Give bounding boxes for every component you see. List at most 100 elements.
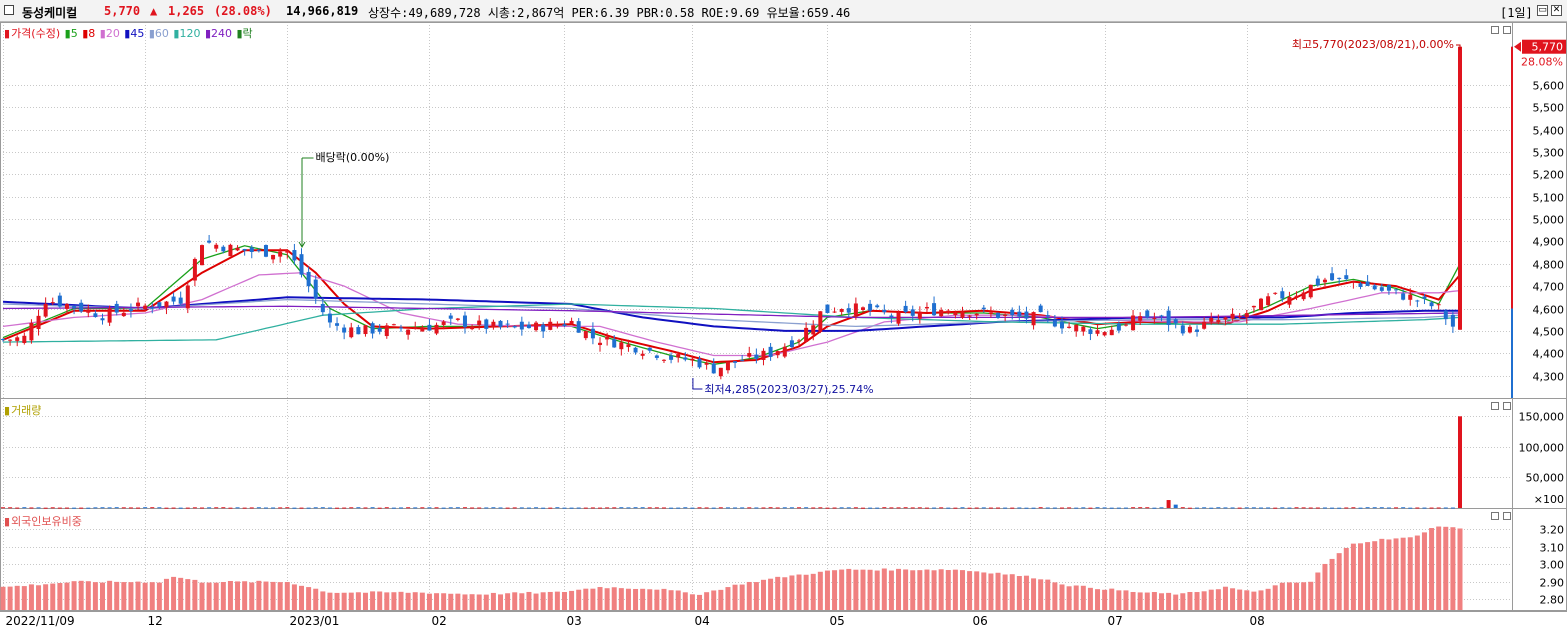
volume-bar bbox=[207, 507, 212, 509]
volume-bar bbox=[491, 507, 496, 509]
foreign-bar bbox=[1180, 593, 1186, 610]
volume-bar bbox=[782, 507, 787, 509]
volume-bar bbox=[1394, 507, 1399, 509]
volume-bar bbox=[612, 507, 617, 509]
foreign-bar bbox=[92, 582, 98, 610]
volume-bar bbox=[519, 507, 524, 509]
foreign-bar bbox=[1038, 579, 1044, 610]
foreign-bar bbox=[561, 592, 567, 610]
foreign-pane-close-icon[interactable] bbox=[1503, 512, 1511, 520]
foreign-bar bbox=[71, 581, 77, 610]
volume-bar bbox=[1059, 507, 1064, 509]
volume-bar bbox=[1372, 507, 1377, 509]
foreign-bar bbox=[1130, 591, 1136, 610]
volume-bar bbox=[1273, 507, 1278, 509]
foreign-bars bbox=[0, 526, 1463, 610]
volume-bar bbox=[114, 507, 119, 509]
foreign-bar bbox=[1272, 585, 1278, 610]
volume-bar bbox=[569, 507, 574, 509]
restore-icon[interactable]: ▭ bbox=[1537, 5, 1548, 16]
volume-bar bbox=[1074, 507, 1079, 509]
foreign-bar bbox=[7, 586, 13, 610]
foreign-bar bbox=[1251, 591, 1257, 610]
volume-bar bbox=[157, 507, 162, 509]
volume-bar bbox=[676, 507, 681, 509]
foreign-bar bbox=[1187, 592, 1193, 610]
foreign-bar bbox=[1286, 582, 1292, 610]
legend-item-7: ▮락 bbox=[233, 27, 253, 40]
volume-bar bbox=[633, 507, 638, 509]
foreign-bar bbox=[917, 570, 923, 610]
volume-bar bbox=[1131, 507, 1136, 509]
foreign-bar bbox=[348, 592, 354, 610]
pane-minimize-icon[interactable] bbox=[1491, 26, 1499, 34]
foreign-bar bbox=[824, 570, 830, 610]
close-icon[interactable]: ✕ bbox=[1551, 5, 1562, 16]
foreign-bar bbox=[1137, 592, 1143, 610]
volume-bar bbox=[605, 507, 610, 509]
foreign-bar bbox=[28, 584, 34, 610]
foreign-bar bbox=[235, 581, 241, 610]
volume-bar bbox=[882, 507, 887, 509]
volume-bar bbox=[1123, 507, 1128, 509]
volume-pane-close-icon[interactable] bbox=[1503, 402, 1511, 410]
foreign-bar bbox=[50, 583, 56, 610]
foreign-bar bbox=[1386, 539, 1392, 610]
volume-bar bbox=[1102, 507, 1107, 509]
volume-bar bbox=[327, 507, 332, 509]
volume-bar bbox=[804, 507, 809, 509]
foreign-bar bbox=[1336, 553, 1342, 610]
period-selector[interactable]: [1일] bbox=[1500, 6, 1533, 20]
foreign-bar bbox=[455, 593, 461, 610]
foreign-bar bbox=[1080, 585, 1086, 610]
foreign-tick-label: 3.00 bbox=[1540, 559, 1565, 572]
foreign-bar bbox=[121, 582, 127, 610]
foreign-bar bbox=[299, 585, 305, 610]
pane-frame-2 bbox=[0, 508, 1567, 611]
foreign-bar bbox=[853, 569, 859, 610]
select-checkbox[interactable] bbox=[4, 5, 14, 15]
foreign-bar bbox=[597, 587, 603, 610]
foreign-bar bbox=[355, 592, 361, 610]
volume-bar bbox=[974, 507, 979, 509]
volume-bar bbox=[1429, 507, 1434, 509]
volume-bar bbox=[654, 507, 659, 509]
foreign-bar bbox=[1087, 587, 1093, 610]
foreign-bar bbox=[1308, 581, 1314, 610]
volume-bar bbox=[1095, 507, 1100, 509]
volume-bar bbox=[548, 507, 553, 509]
volume-bar bbox=[1230, 507, 1235, 509]
volume-bar bbox=[93, 507, 98, 509]
foreign-bar bbox=[860, 569, 866, 610]
foreign-tick-label: 2.80 bbox=[1540, 594, 1565, 607]
foreign-bar bbox=[419, 592, 425, 610]
volume-bar bbox=[1401, 507, 1406, 509]
foreign-bar bbox=[796, 574, 802, 610]
foreign-bar bbox=[981, 572, 987, 610]
volume-unit-label: ×100 bbox=[1534, 493, 1564, 506]
foreign-bar bbox=[675, 590, 681, 610]
volume-bar bbox=[1152, 507, 1157, 509]
volume-bar bbox=[1138, 507, 1143, 509]
foreign-bar bbox=[1357, 543, 1363, 610]
foreign-bar bbox=[128, 582, 134, 610]
volume-bar bbox=[413, 507, 418, 509]
foreign-bar bbox=[1279, 582, 1285, 610]
volume-pane-minimize-icon[interactable] bbox=[1491, 402, 1499, 410]
foreign-bar bbox=[1073, 585, 1079, 610]
volume-bar bbox=[377, 507, 382, 509]
foreign-bar bbox=[426, 593, 432, 610]
volume-bar bbox=[356, 507, 361, 509]
foreign-bar bbox=[896, 568, 902, 610]
volume-bar bbox=[555, 507, 560, 509]
legend-item-2: ▮20 bbox=[96, 27, 120, 40]
foreign-pane-minimize-icon[interactable] bbox=[1491, 512, 1499, 520]
volume-bar bbox=[1258, 507, 1263, 509]
volume-bar bbox=[441, 507, 446, 509]
foreign-bar bbox=[1031, 578, 1037, 610]
volume-bar bbox=[505, 507, 510, 509]
volume-bar bbox=[406, 507, 411, 509]
x-tick-label: 03 bbox=[567, 614, 582, 628]
foreign-bar bbox=[1208, 589, 1214, 610]
pane-close-icon[interactable] bbox=[1503, 26, 1511, 34]
